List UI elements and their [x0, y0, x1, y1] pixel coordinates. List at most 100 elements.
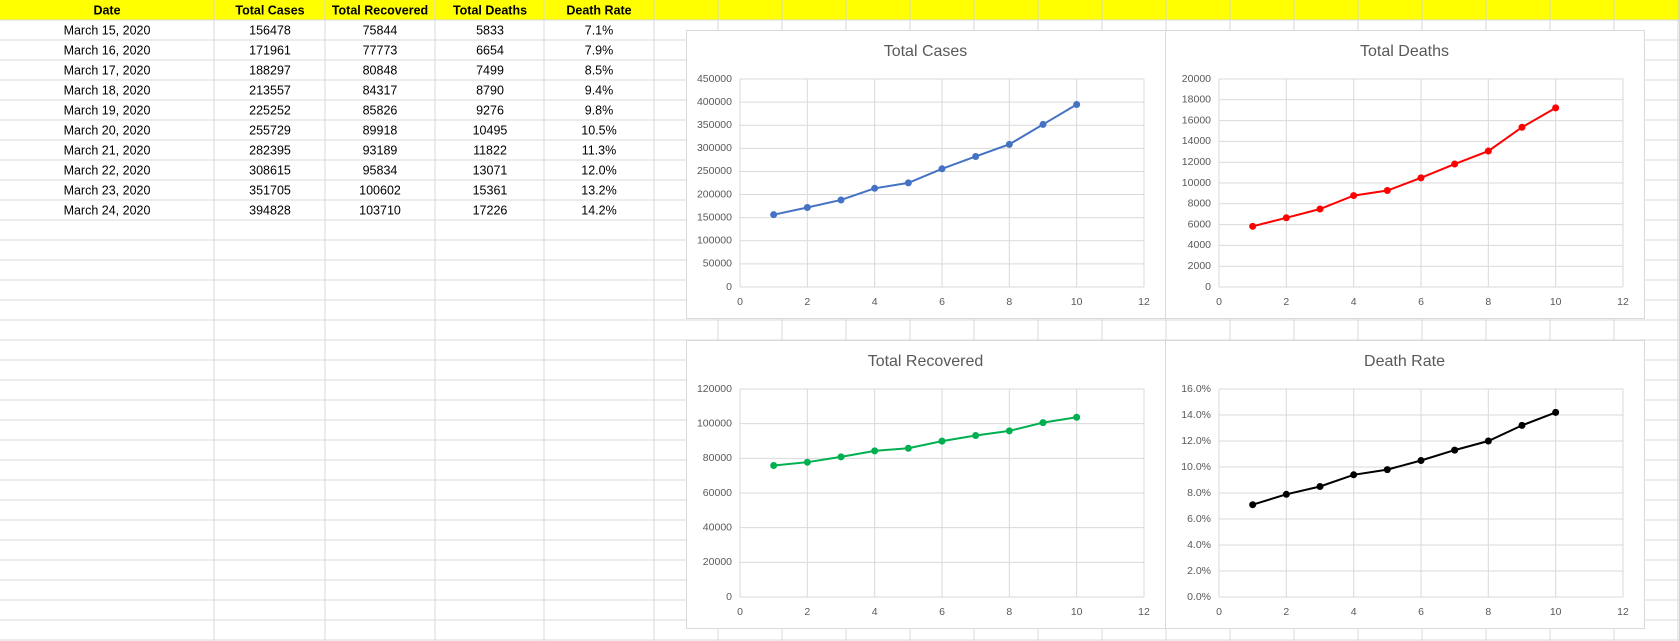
table-cell: 11.3%: [582, 143, 617, 157]
table-cell: 255729: [249, 123, 291, 137]
x-tick-label: 12: [1138, 296, 1150, 308]
column-header: Death Rate: [566, 3, 631, 17]
table-cell: March 20, 2020: [64, 123, 151, 137]
x-tick-label: 10: [1071, 296, 1083, 308]
data-point: [1249, 501, 1257, 509]
data-point: [1005, 140, 1013, 148]
table-cell: 84317: [363, 83, 398, 97]
y-tick-label: 250000: [697, 165, 732, 177]
x-tick-label: 10: [1550, 296, 1562, 308]
chart-title: Total Deaths: [1360, 43, 1449, 60]
table-cell: 14.2%: [581, 203, 616, 217]
table-cell: 100602: [359, 183, 401, 197]
chart: Total Deaths 0 2000 4000 6000 8000 10000 12000 1…: [1165, 30, 1645, 319]
y-tick-label: 0: [726, 591, 732, 603]
table-cell: 8.5%: [585, 63, 614, 77]
y-tick-label: 4.0%: [1187, 539, 1211, 551]
data-point: [1039, 419, 1047, 427]
table-cell: 7499: [476, 63, 504, 77]
column-header: Total Recovered: [332, 3, 428, 17]
y-tick-label: 8000: [1188, 198, 1212, 210]
y-tick-label: 4000: [1188, 239, 1212, 251]
x-tick-label: 10: [1550, 606, 1562, 618]
x-tick-label: 2: [1283, 606, 1289, 618]
y-tick-label: 6.0%: [1187, 513, 1211, 525]
table-cell: 15361: [473, 183, 508, 197]
data-point: [803, 458, 811, 466]
data-point: [1417, 174, 1425, 182]
table-cell: 17226: [473, 203, 508, 217]
y-tick-label: 300000: [697, 142, 732, 154]
y-tick-label: 8.0%: [1187, 487, 1211, 499]
table-cell: March 22, 2020: [64, 163, 151, 177]
data-point: [1451, 160, 1459, 168]
y-tick-label: 16000: [1182, 114, 1211, 126]
series-line: [773, 103, 1078, 216]
y-tick-label: 0: [726, 281, 732, 293]
table-cell: 75844: [363, 23, 398, 37]
data-point: [1350, 471, 1358, 479]
chart-title: Death Rate: [1364, 353, 1445, 370]
x-tick-label: 2: [1283, 296, 1289, 308]
chart: Total Recovered 0 20000 40000 60000 80000 1000…: [686, 340, 1166, 629]
x-tick-label: 8: [1485, 296, 1491, 308]
chart: Total Cases 0 50000 100000 150000 200000 25000…: [686, 30, 1166, 319]
table-cell: March 21, 2020: [64, 143, 151, 157]
data-point: [1383, 466, 1391, 474]
data-point: [1073, 413, 1081, 421]
x-tick-label: 4: [1351, 606, 1357, 618]
data-point: [837, 196, 845, 204]
table-cell: 188297: [249, 63, 291, 77]
data-point: [1552, 104, 1560, 112]
x-tick-label: 2: [804, 606, 810, 618]
x-tick-label: 12: [1617, 296, 1629, 308]
table-cell: 11822: [473, 143, 507, 157]
data-point: [904, 444, 912, 452]
y-tick-label: 2.0%: [1187, 565, 1211, 577]
data-point: [1249, 222, 1257, 230]
data-point: [1282, 490, 1290, 498]
y-tick-label: 20000: [703, 556, 732, 568]
table-cell: 156478: [249, 23, 291, 37]
table-cell: 351705: [249, 183, 291, 197]
x-tick-label: 2: [804, 296, 810, 308]
table-cell: 12.0%: [581, 163, 616, 177]
table-cell: 6654: [476, 43, 504, 57]
table-cell: 80848: [363, 63, 398, 77]
data-point: [1383, 187, 1391, 195]
y-tick-label: 10000: [1182, 177, 1211, 189]
table-cell: 308615: [249, 163, 291, 177]
chart-area: [1165, 30, 1645, 319]
table-cell: 7.9%: [585, 43, 614, 57]
y-tick-label: 16.0%: [1181, 383, 1211, 395]
table-cell: 13071: [473, 163, 508, 177]
chart-title: Total Recovered: [868, 353, 984, 370]
data-point: [1316, 483, 1324, 490]
column-header: Date: [93, 3, 120, 17]
data-point: [972, 431, 980, 439]
y-tick-label: 400000: [697, 96, 732, 108]
x-tick-label: 6: [939, 296, 945, 308]
data-point: [1484, 437, 1492, 445]
x-tick-label: 6: [939, 606, 945, 618]
table-cell: 225252: [249, 103, 291, 117]
data-point: [871, 184, 879, 192]
table-cell: March 16, 2020: [64, 43, 151, 57]
data-point: [770, 211, 778, 219]
x-tick-label: 4: [872, 296, 878, 308]
data-point: [972, 152, 980, 160]
series-line: [1252, 411, 1557, 506]
x-tick-label: 12: [1617, 606, 1629, 618]
table-cell: 10495: [473, 123, 508, 137]
column-header: Total Deaths: [453, 3, 527, 17]
chart-area: [686, 340, 1166, 629]
x-tick-label: 8: [1006, 296, 1012, 308]
table-cell: March 19, 2020: [64, 103, 151, 117]
y-tick-label: 50000: [703, 258, 732, 270]
table-cell: 85826: [363, 103, 398, 117]
x-tick-label: 0: [737, 296, 743, 308]
y-tick-label: 10.0%: [1181, 461, 1211, 473]
table-cell: 77773: [363, 43, 398, 57]
y-tick-label: 0: [1205, 281, 1211, 293]
table-cell: 95834: [363, 163, 398, 177]
